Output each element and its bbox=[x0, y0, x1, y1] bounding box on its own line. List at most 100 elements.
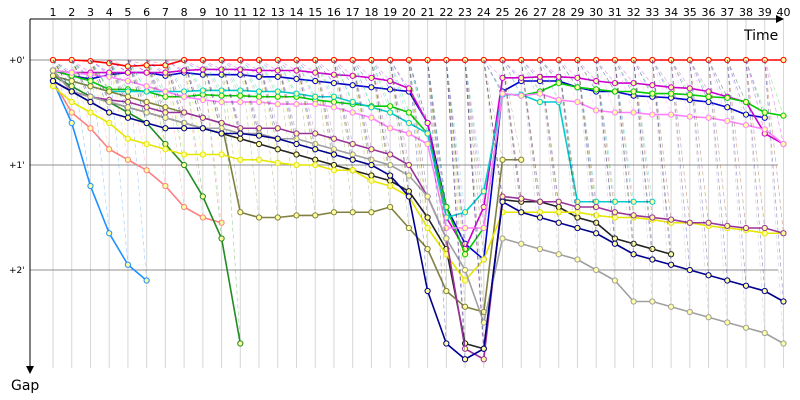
series-connector bbox=[764, 59, 784, 234]
data-point bbox=[162, 146, 169, 153]
data-point bbox=[611, 198, 619, 205]
data-point bbox=[162, 93, 169, 100]
data-point bbox=[199, 151, 206, 158]
data-point bbox=[330, 56, 338, 64]
data-point bbox=[686, 91, 693, 98]
data-point bbox=[536, 245, 544, 253]
series-connector bbox=[221, 59, 241, 213]
data-point bbox=[705, 314, 712, 321]
series-connector bbox=[389, 59, 410, 166]
series-connector bbox=[352, 59, 372, 176]
series-connector bbox=[127, 59, 147, 145]
data-point bbox=[143, 119, 150, 127]
series-connector bbox=[577, 59, 597, 234]
series-connector bbox=[652, 59, 672, 223]
series-connector bbox=[764, 59, 784, 344]
data-point bbox=[143, 88, 150, 95]
data-point bbox=[143, 140, 150, 148]
series-connector bbox=[314, 59, 335, 97]
data-point bbox=[705, 272, 712, 279]
series-connector bbox=[296, 59, 316, 216]
data-point bbox=[387, 77, 394, 85]
x-tick-label: 30 bbox=[589, 6, 603, 19]
series-connector bbox=[670, 59, 691, 223]
data-point bbox=[349, 167, 356, 174]
data-point bbox=[593, 86, 600, 93]
data-point bbox=[293, 56, 300, 64]
series-connector bbox=[520, 59, 541, 92]
data-point bbox=[162, 182, 169, 190]
data-point bbox=[274, 88, 281, 95]
series-connector bbox=[333, 59, 353, 105]
series-connector bbox=[745, 59, 766, 130]
data-point bbox=[480, 56, 487, 64]
y-tick-label: +0' bbox=[9, 56, 25, 66]
data-point bbox=[518, 92, 525, 99]
data-point bbox=[536, 56, 544, 64]
series-connector bbox=[614, 59, 634, 255]
series-connector bbox=[352, 59, 372, 150]
x-axis-title: Time bbox=[743, 28, 778, 44]
series-connector bbox=[427, 59, 447, 239]
x-tick-label: 22 bbox=[439, 6, 453, 19]
data-point bbox=[68, 83, 75, 90]
data-point bbox=[555, 96, 562, 104]
y-axis-title: Gap bbox=[11, 378, 39, 394]
data-point bbox=[649, 111, 656, 118]
series-connector bbox=[633, 59, 653, 250]
x-tick-label: 19 bbox=[383, 6, 397, 19]
data-point bbox=[611, 240, 619, 247]
data-point bbox=[349, 72, 356, 79]
series-connector bbox=[71, 59, 91, 73]
series-connector bbox=[108, 59, 129, 108]
x-tick-label: 9 bbox=[199, 6, 206, 19]
x-tick-label: 36 bbox=[702, 6, 716, 19]
series-connector bbox=[633, 59, 653, 302]
series-connector bbox=[633, 59, 653, 115]
series-connector bbox=[483, 59, 503, 239]
data-point bbox=[405, 130, 412, 137]
series-connector bbox=[595, 59, 616, 244]
series-connector bbox=[464, 59, 485, 360]
series-connector bbox=[558, 59, 578, 218]
data-point bbox=[724, 56, 731, 64]
series-connector bbox=[221, 59, 241, 129]
data-point bbox=[574, 74, 581, 81]
series-connector bbox=[127, 59, 147, 124]
series-connector bbox=[258, 59, 279, 163]
series-connector bbox=[314, 59, 335, 166]
series-connector bbox=[408, 59, 428, 145]
data-point bbox=[162, 109, 169, 116]
data-point bbox=[237, 125, 244, 132]
data-point bbox=[106, 109, 113, 116]
series-connector bbox=[595, 59, 616, 218]
series-connector bbox=[352, 59, 372, 160]
series-connector bbox=[652, 59, 672, 307]
data-point bbox=[87, 125, 94, 132]
series-connector bbox=[71, 59, 91, 187]
series-connector bbox=[371, 59, 391, 90]
series-line bbox=[52, 69, 784, 229]
data-point bbox=[742, 98, 750, 106]
data-point bbox=[780, 340, 787, 347]
data-point bbox=[667, 84, 675, 91]
series-connector bbox=[90, 59, 110, 75]
data-point bbox=[106, 73, 113, 80]
series-connector bbox=[183, 59, 203, 70]
data-point bbox=[124, 156, 132, 163]
series-connector bbox=[183, 59, 204, 91]
series-connector bbox=[352, 59, 372, 181]
series-connector bbox=[146, 59, 166, 118]
series-connector bbox=[202, 59, 222, 70]
data-point bbox=[649, 90, 656, 97]
series-connector bbox=[539, 59, 559, 101]
series-connector bbox=[670, 59, 691, 313]
data-point bbox=[461, 251, 469, 258]
data-point bbox=[106, 98, 113, 106]
series-connector bbox=[502, 59, 522, 160]
data-point bbox=[293, 140, 300, 148]
data-point bbox=[255, 156, 263, 163]
x-tick-label: 2 bbox=[68, 6, 75, 19]
data-point bbox=[593, 77, 600, 85]
